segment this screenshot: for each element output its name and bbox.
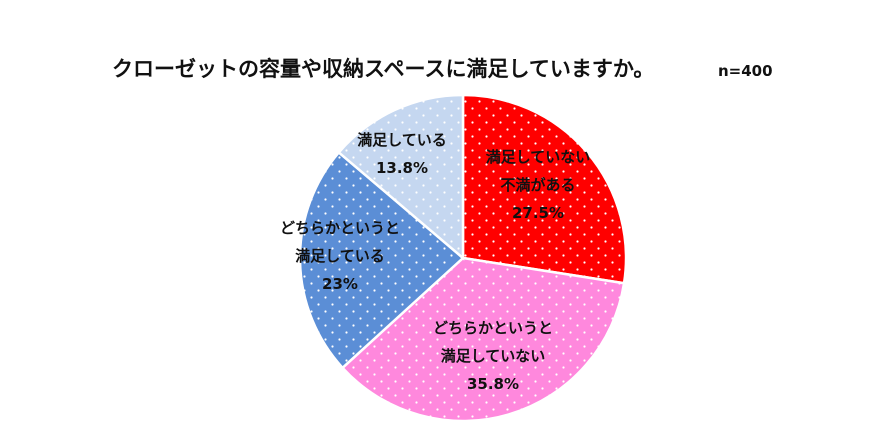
- slice-label-3-line-1: どちらかというと: [280, 219, 400, 237]
- slice-value-3: 23%: [322, 275, 358, 293]
- slice-value-2: 35.8%: [467, 375, 519, 393]
- slice-label-1-line-2: 不満がある: [500, 176, 575, 194]
- pie-slice-3: [298, 150, 465, 370]
- pie-slice-4: [337, 93, 465, 261]
- pie-labels: 満足していない不満がある27.5%どちらかというと満足していない35.8%どちら…: [280, 131, 590, 393]
- slice-label-2-line-2: 満足していない: [441, 347, 546, 365]
- pie-slice-1: [461, 93, 628, 285]
- pie-slice-2: [340, 256, 626, 423]
- slice-label-3-line-2: 満足している: [295, 247, 385, 265]
- slice-value-1: 27.5%: [512, 204, 564, 222]
- pie-slices: [298, 93, 628, 423]
- chart-title: クローゼットの容量や収納スペースに満足していますか。: [112, 57, 654, 81]
- slice-label-2-line-1: どちらかというと: [433, 319, 553, 337]
- slice-value-4: 13.8%: [376, 159, 428, 177]
- slice-label-1-line-1: 満足していない: [486, 148, 591, 166]
- slice-label-4-line-1: 満足している: [357, 131, 447, 149]
- sample-size: n=400: [718, 62, 773, 80]
